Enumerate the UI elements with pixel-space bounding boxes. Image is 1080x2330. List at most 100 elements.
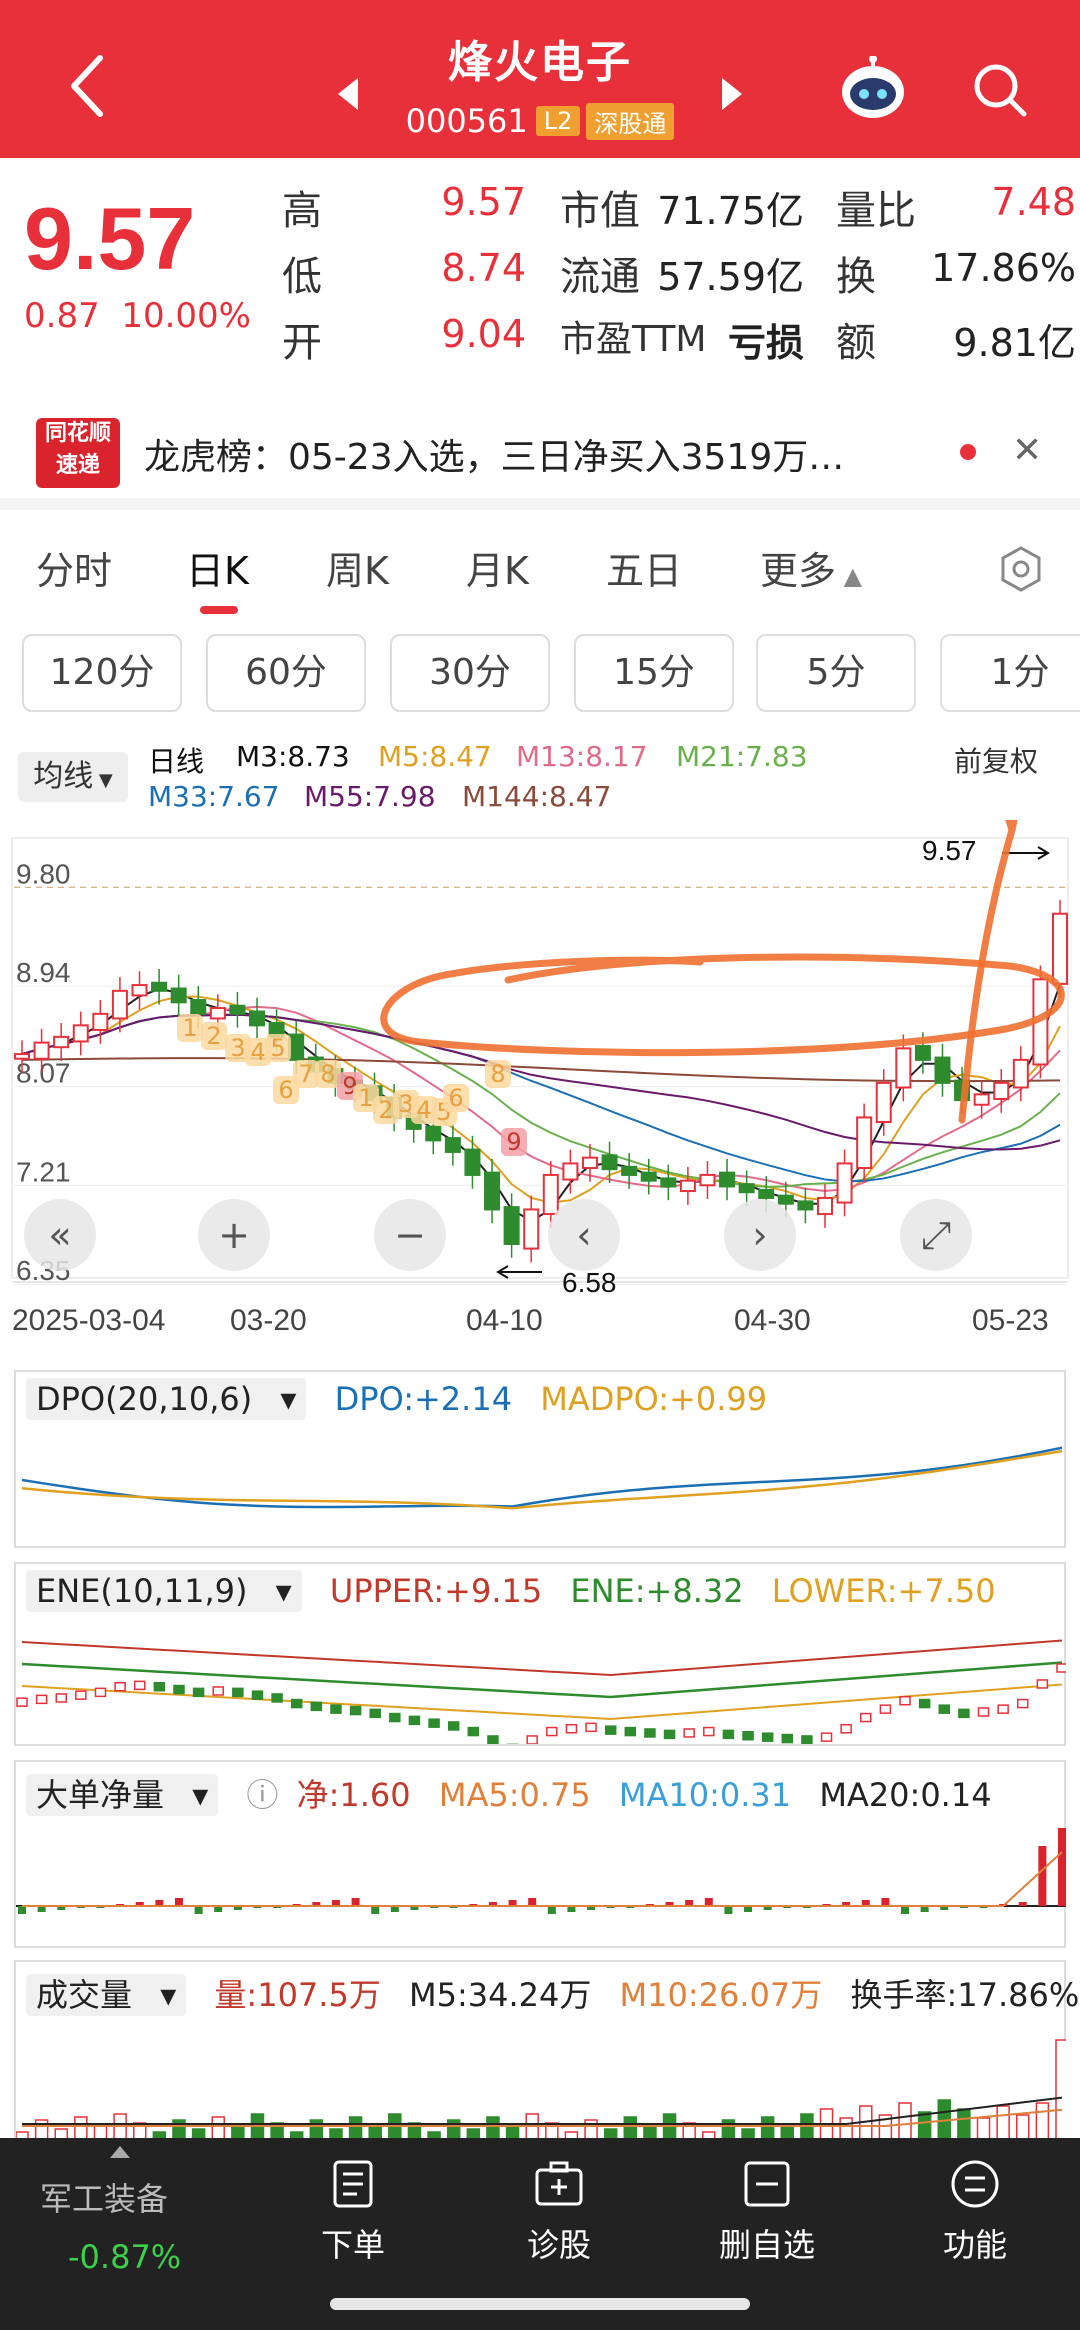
nine-turn-marker: 8 <box>490 1060 505 1088</box>
candle-body <box>92 1012 109 1031</box>
ene-candle <box>232 1687 244 1698</box>
minus-square-icon <box>744 2161 790 2207</box>
change-percent: 10.00% <box>121 296 251 336</box>
subtab-60min[interactable]: 60分 <box>206 634 366 712</box>
next-stock-icon[interactable] <box>722 78 742 110</box>
big-order-bar <box>528 1898 537 1906</box>
diagnose-button[interactable]: 诊股 <box>474 2158 644 2266</box>
adjust-mode-button[interactable]: 前复权 <box>954 745 1039 778</box>
volume-ratio-value: 7.48 <box>991 180 1076 224</box>
tab-more[interactable]: 更多 ▲ <box>760 540 862 595</box>
candle-body <box>562 1162 579 1181</box>
candle-body <box>758 1188 775 1199</box>
pan-left-icon[interactable]: ‹ <box>576 1213 591 1257</box>
function-button[interactable]: 功能 <box>890 2158 1060 2266</box>
tab-intraday[interactable]: 分时 <box>36 549 113 593</box>
candle-body <box>699 1173 716 1187</box>
ene-candle <box>290 1698 303 1709</box>
nine-turn-marker: 7 <box>298 1060 313 1088</box>
subtab-1min[interactable]: 1分 <box>940 634 1080 712</box>
robot-assistant-icon[interactable] <box>838 56 908 122</box>
ene-candle <box>624 1726 637 1737</box>
last-price: 9.57 <box>24 189 196 288</box>
caret-up-icon: ▲ <box>836 562 863 590</box>
ene-candle <box>604 1725 617 1735</box>
dpo-name: DPO(20,10,6) <box>36 1380 253 1418</box>
fullscreen-icon-bg[interactable] <box>900 1199 972 1271</box>
pan-right-icon-bg[interactable] <box>724 1199 796 1271</box>
nine-turn-marker-bg <box>315 1060 341 1088</box>
big-order-chart <box>16 1828 1066 1914</box>
ene-candle <box>447 1721 460 1731</box>
zoom-in-icon[interactable]: + <box>218 1213 250 1257</box>
big-order-bar <box>233 1906 242 1910</box>
high-value: 9.57 <box>441 180 526 224</box>
pan-right-icon[interactable]: › <box>752 1213 767 1257</box>
ene-candle <box>820 1732 833 1742</box>
volume-bar <box>957 2108 971 2140</box>
subtab-30min[interactable]: 30分 <box>390 634 550 712</box>
big-order-selector[interactable]: 大单净量 ▾ <box>26 1774 219 1816</box>
ene-selector[interactable]: ENE(10,11,9) ▾ <box>26 1570 302 1612</box>
volume-bar <box>486 2116 500 2140</box>
candle-body <box>895 1047 912 1089</box>
ene-lower-value: LOWER:+7.50 <box>771 1572 996 1610</box>
dpo-selector[interactable]: DPO(20,10,6) ▾ <box>26 1378 307 1420</box>
ene-candle <box>742 1731 754 1741</box>
big-order-bar <box>488 1902 497 1906</box>
big-order-bar <box>57 1906 66 1910</box>
sector-change: -0.87% <box>68 2238 182 2276</box>
search-icon[interactable] <box>970 60 1030 120</box>
ene-name: ENE(10,11,9) <box>36 1572 248 1610</box>
volume-bar <box>427 2131 441 2140</box>
big-order-bar <box>1058 1828 1066 1906</box>
remove-watchlist-button[interactable]: 删自选 <box>682 2158 852 2266</box>
volume-bar <box>289 2131 304 2140</box>
volume-bar <box>74 2116 88 2140</box>
news-banner[interactable]: 同花顺 速递 龙虎榜：05-23入选，三日净买入3519万… ✕ <box>0 400 1080 510</box>
pan-left-icon-bg[interactable] <box>548 1199 620 1271</box>
volume-bar <box>1035 2102 1050 2140</box>
zoom-out-icon[interactable]: − <box>394 1213 426 1257</box>
subtab-120min[interactable]: 120分 <box>22 634 182 712</box>
subtab-15min[interactable]: 15分 <box>574 634 734 712</box>
nine-turn-marker-bg <box>273 1076 299 1104</box>
zoom-in-icon-bg[interactable] <box>198 1199 270 1271</box>
ma-selector-button[interactable]: 均线 ▼ <box>18 752 128 802</box>
tab-daily-k[interactable]: 日K <box>186 549 249 593</box>
subtab-5min[interactable]: 5分 <box>756 634 916 712</box>
ene-candle <box>663 1729 676 1740</box>
news-text[interactable]: 龙虎榜：05-23入选，三日净买入3519万… <box>144 437 845 478</box>
volume-selector[interactable]: 成交量 ▾ <box>26 1974 187 2016</box>
volume-bar <box>1016 2114 1030 2140</box>
fullscreen-icon[interactable]: ⤢ <box>921 1213 951 1257</box>
candle-body <box>875 1081 892 1123</box>
order-button[interactable]: 下单 <box>268 2158 438 2266</box>
tab-five-day[interactable]: 五日 <box>606 549 683 593</box>
prev-stock-icon[interactable] <box>338 78 358 110</box>
settings-icon[interactable] <box>996 544 1046 594</box>
big-order-bar <box>665 1902 674 1906</box>
zoom-out-icon-bg[interactable] <box>374 1199 446 1271</box>
ene-candle <box>369 1708 381 1719</box>
close-icon[interactable]: ✕ <box>1012 430 1043 471</box>
nine-turn-marker: 8 <box>320 1060 335 1088</box>
back-icon[interactable] <box>60 46 120 126</box>
zoom-out-far-icon[interactable]: « <box>48 1213 71 1257</box>
volume-m5-value: M5:34.24万 <box>409 1976 592 2014</box>
expand-up-icon[interactable] <box>110 2146 130 2158</box>
volume-bar <box>211 2116 225 2140</box>
ma13-value: M13:8.17 <box>516 740 648 773</box>
stock-code: 000561 <box>405 102 528 140</box>
tab-weekly-k[interactable]: 周K <box>326 549 389 593</box>
tab-monthly-k[interactable]: 月K <box>466 549 529 593</box>
sector-name[interactable]: 军工装备 <box>40 2180 169 2218</box>
big-order-bar <box>390 1906 399 1912</box>
market-badge: 深股通 <box>586 102 675 140</box>
help-icon[interactable]: ⓘ <box>246 1776 279 1814</box>
zoom-out-far-icon-bg[interactable] <box>24 1199 96 1271</box>
candle-body <box>72 1024 89 1043</box>
volume-bar <box>152 2131 167 2140</box>
ene-candle <box>997 1704 1009 1714</box>
